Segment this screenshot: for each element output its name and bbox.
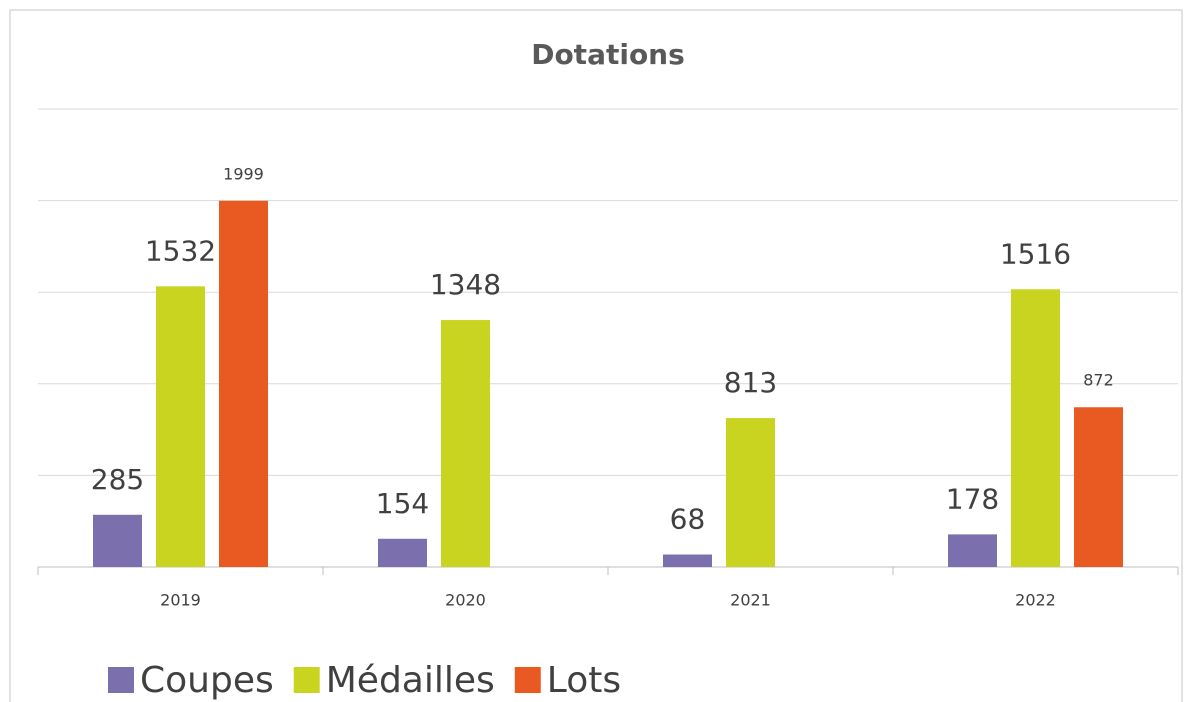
legend-label: Coupes — [140, 660, 274, 701]
legend-label: Lots — [547, 660, 621, 701]
data-label: 872 — [1083, 371, 1114, 390]
data-label: 813 — [724, 366, 777, 399]
bar — [726, 418, 775, 567]
bar — [378, 538, 427, 567]
data-label: 1532 — [145, 234, 216, 267]
legend-label: Médailles — [326, 660, 495, 701]
legend-swatch — [108, 667, 134, 693]
data-label: 68 — [670, 503, 706, 536]
bar — [1074, 407, 1123, 567]
data-label: 178 — [946, 482, 999, 515]
legend-swatch — [514, 667, 541, 693]
chart-border — [9, 9, 1183, 702]
bar — [93, 514, 142, 567]
bar — [1011, 289, 1060, 567]
chart-title: Dotations — [531, 38, 685, 71]
bar — [663, 554, 712, 567]
bar — [156, 286, 205, 567]
bar — [441, 320, 490, 567]
legend-swatch — [293, 667, 320, 693]
x-tick-label: 2021 — [730, 591, 771, 610]
data-label: 1999 — [223, 164, 264, 183]
data-label: 1516 — [1000, 237, 1071, 270]
x-tick-label: 2020 — [445, 591, 486, 610]
data-label: 285 — [91, 463, 144, 496]
bar — [219, 200, 268, 567]
data-label: 1348 — [430, 268, 501, 301]
bar — [948, 534, 997, 567]
data-label: 154 — [376, 487, 429, 520]
x-tick-label: 2022 — [1015, 591, 1056, 610]
x-tick-label: 2019 — [160, 591, 201, 610]
